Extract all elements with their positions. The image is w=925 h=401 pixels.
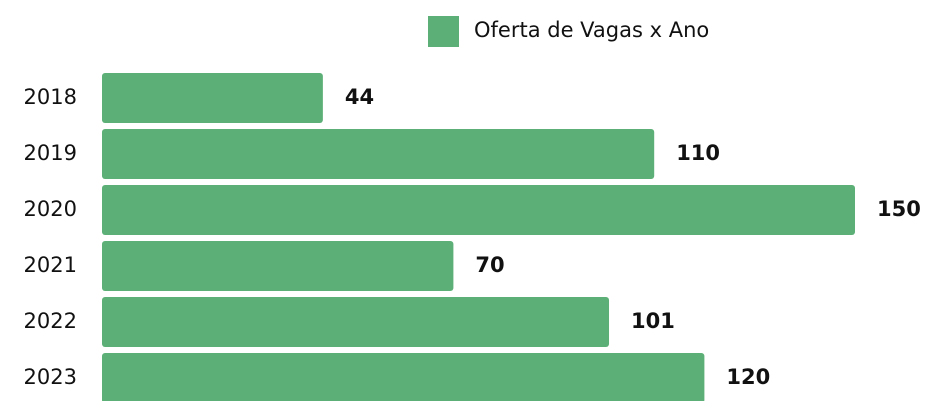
bar <box>102 73 323 123</box>
bar <box>102 185 855 235</box>
bar <box>102 353 705 401</box>
y-tick-label: 2018 <box>24 85 77 109</box>
y-tick-label: 2019 <box>24 141 77 165</box>
legend-label: Oferta de Vagas x Ano <box>474 18 709 42</box>
bar <box>102 129 655 179</box>
value-label: 150 <box>877 197 921 221</box>
bar <box>102 241 454 291</box>
bar <box>102 297 610 347</box>
y-tick-label: 2021 <box>24 253 77 277</box>
value-label: 120 <box>726 365 770 389</box>
y-tick-label: 2020 <box>24 197 77 221</box>
value-label: 110 <box>676 141 720 165</box>
y-tick-label: 2022 <box>24 309 77 333</box>
value-label: 70 <box>475 253 504 277</box>
value-label: 44 <box>345 85 374 109</box>
y-tick-label: 2023 <box>24 365 77 389</box>
value-label: 101 <box>631 309 675 333</box>
legend-swatch <box>428 16 459 47</box>
